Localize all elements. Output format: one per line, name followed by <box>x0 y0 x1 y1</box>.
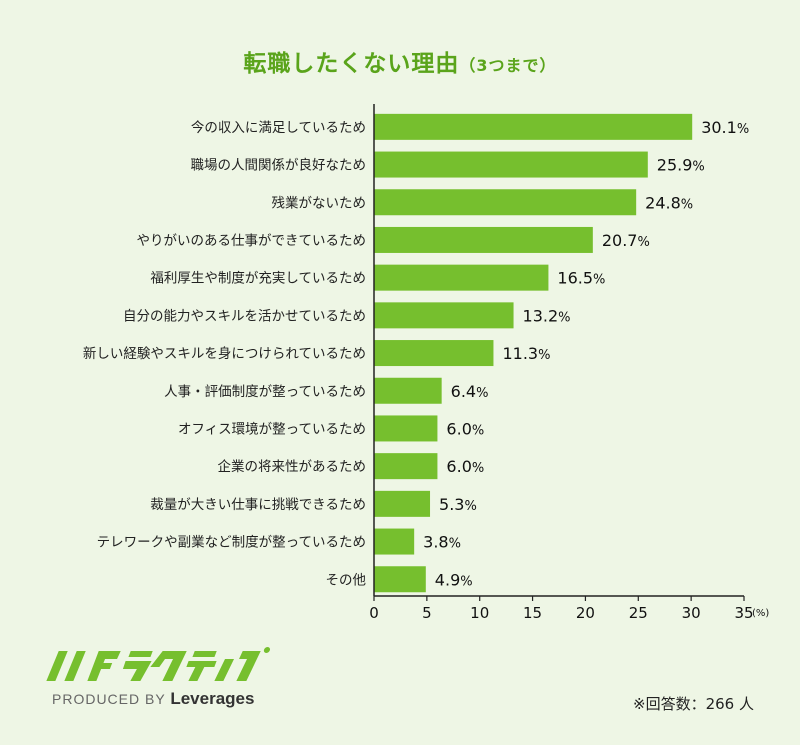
value-label: 4.9% <box>435 570 473 589</box>
bar <box>374 340 494 367</box>
bar <box>374 189 637 216</box>
bar <box>374 113 693 140</box>
chart-subtitle: （3つまで） <box>459 56 557 75</box>
bar <box>374 377 442 404</box>
x-tick-label: 10 <box>470 604 489 622</box>
bar <box>374 264 549 291</box>
produced-by-text: PRODUCED BY Leverages <box>52 689 254 709</box>
value-label: 30.1% <box>701 118 749 137</box>
category-label: その他 <box>326 572 367 588</box>
bar <box>374 566 426 593</box>
category-label: 人事・評価制度が整っているため <box>164 384 366 400</box>
x-tick-label: 15 <box>523 604 542 622</box>
x-tick-label: 25 <box>629 604 648 622</box>
value-label: 25.9% <box>657 156 705 175</box>
x-tick-label: 30 <box>682 604 701 622</box>
x-tick-label: 5 <box>422 604 432 622</box>
x-tick-label: 20 <box>576 604 595 622</box>
category-label: 新しい経験やスキルを身につけられているため <box>83 346 366 362</box>
chart-title-main: 転職したくない理由 <box>243 51 460 77</box>
value-label: 6.0% <box>446 457 484 476</box>
hataractive-logo <box>46 647 270 681</box>
x-tick-label: 0 <box>369 604 379 622</box>
category-label: 自分の能力やスキルを活かせているため <box>123 308 366 324</box>
category-label: 企業の将来性があるため <box>218 458 367 475</box>
bar <box>374 453 438 480</box>
bar-chart: 今の収入に満足しているため 30.1% 職場の人間関係が良好なため 25.9% 残業がな… <box>83 104 769 622</box>
category-label: テレワークや副業など制度が整っているため <box>97 535 366 551</box>
value-label: 6.0% <box>446 419 484 438</box>
category-label: 福利厚生や制度が充実しているため <box>150 271 366 287</box>
bar <box>374 151 648 178</box>
value-label: 5.3% <box>439 495 477 514</box>
value-label: 11.3% <box>502 344 550 363</box>
category-label: オフィス環境が整っているため <box>178 421 366 437</box>
value-label: 3.8% <box>423 533 461 552</box>
bar <box>374 415 438 442</box>
category-label: 残業がないため <box>272 195 367 211</box>
value-label: 24.8% <box>645 193 693 212</box>
bar <box>374 226 593 253</box>
value-label: 6.4% <box>451 382 489 401</box>
chart-title: 転職したくない理由（3つまで） <box>0 44 800 78</box>
value-label: 16.5% <box>557 269 605 288</box>
bar <box>374 302 514 329</box>
x-unit-label: (%) <box>752 608 769 619</box>
value-label: 20.7% <box>602 231 650 250</box>
category-label: やりがいのある仕事ができているため <box>137 233 367 249</box>
bar <box>374 490 431 517</box>
bar <box>374 528 415 555</box>
x-tick-label: 35 <box>734 604 753 622</box>
produced-by-label: PRODUCED BY <box>52 691 166 707</box>
category-label: 職場の人間関係が良好なため <box>191 158 367 174</box>
category-label: 裁量が大きい仕事に挑戦できるため <box>150 497 366 513</box>
company-name: Leverages <box>170 689 255 708</box>
category-label: 今の収入に満足しているため <box>191 120 366 136</box>
respondent-count: ※回答数：266 人 <box>633 695 754 713</box>
value-label: 13.2% <box>523 306 571 325</box>
